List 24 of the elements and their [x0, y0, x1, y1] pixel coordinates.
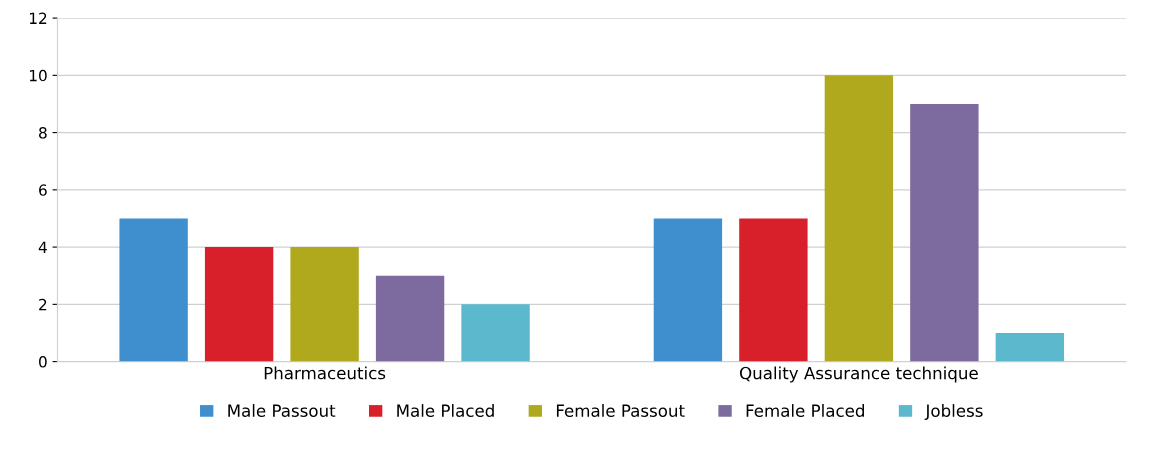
- bar: [824, 75, 894, 362]
- bar: [461, 304, 530, 362]
- y-tick-label: 6: [39, 184, 47, 196]
- legend-label: Jobless: [924, 404, 983, 421]
- y-tick-label: 10: [29, 69, 47, 82]
- bar: [653, 218, 723, 362]
- y-tick-label: 0: [39, 356, 47, 368]
- y-tick-label: 4: [38, 241, 47, 253]
- bar: [739, 218, 808, 362]
- legend-label: Female Passout: [556, 404, 685, 417]
- legend-label: Male Placed: [397, 404, 494, 417]
- bar: [290, 247, 359, 362]
- x-tick-label: Pharmaceutics: [264, 366, 386, 380]
- bar: [910, 103, 979, 362]
- bar: [995, 332, 1065, 362]
- y-tick-label: 2: [39, 298, 47, 311]
- y-tick-label: 12: [29, 12, 47, 24]
- bar: [119, 218, 188, 362]
- bar: [204, 247, 274, 362]
- x-tick-label: Quality Assurance technique: [740, 366, 978, 383]
- legend-label: Female Placed: [746, 404, 864, 417]
- y-tick-label: 8: [39, 127, 47, 139]
- legend-label: Male Passout: [228, 404, 336, 417]
- bar: [375, 275, 445, 362]
